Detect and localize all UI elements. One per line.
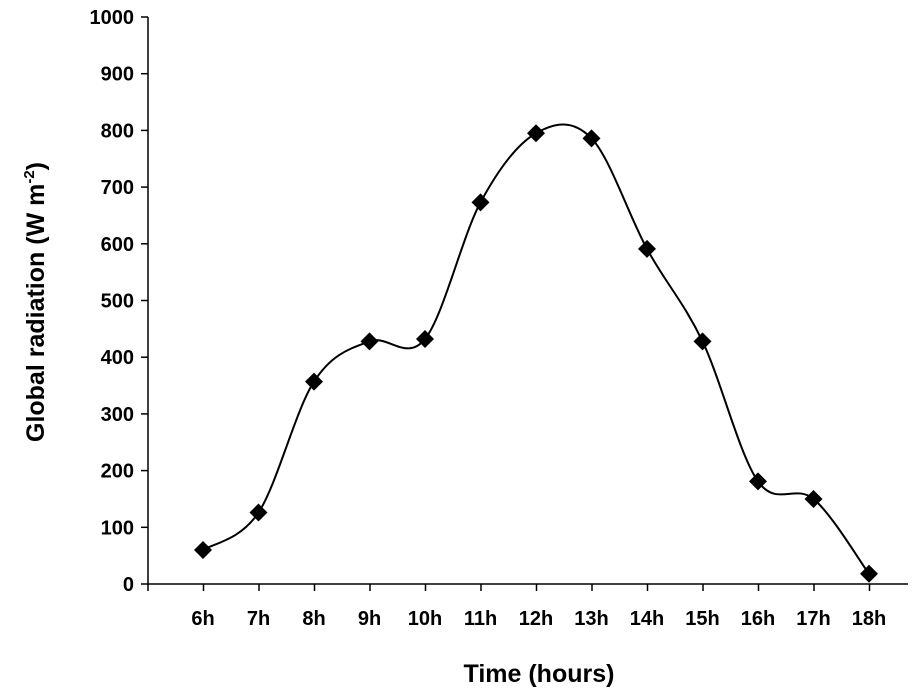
data-point-marker (249, 503, 268, 522)
y-tick-label: 600 (101, 234, 134, 256)
y-tick-label: 900 (101, 64, 134, 86)
series-markers (194, 124, 878, 583)
y-axis-title: Global radiation (W m-2) (21, 162, 50, 442)
data-point-marker (471, 193, 490, 212)
x-tick-label: 16h (741, 608, 775, 630)
y-axis-ticks: 0 100 200 300 400 500 600 700 800 900 1000 (90, 7, 148, 596)
y-tick-label: 100 (101, 517, 134, 539)
data-point-marker (693, 332, 712, 351)
data-point-marker (305, 372, 323, 391)
y-tick-label: 1000 (90, 7, 135, 29)
x-tick-label: 9h (358, 608, 381, 630)
x-tick-label: 13h (574, 608, 608, 630)
x-tick-label: 10h (408, 608, 442, 630)
y-tick-label: 400 (101, 347, 134, 369)
x-tick-label: 14h (630, 608, 664, 630)
x-axis-ticks: 6h 7h 8h 9h 10h 11h 12h 13h 14h 15h 16h 17h 18h (147, 584, 886, 630)
x-tick-label: 7h (247, 608, 270, 630)
y-tick-label: 800 (101, 120, 134, 142)
x-tick-label: 12h (519, 608, 553, 630)
y-tick-label: 300 (101, 404, 134, 426)
y-axis-title-main: Global radiation (W m (22, 184, 50, 442)
data-point-marker (194, 540, 212, 559)
x-tick-label: 17h (796, 608, 830, 630)
y-axis-title-close: ) (22, 162, 50, 170)
data-point-marker (860, 564, 878, 583)
y-axis-title-superscript: -2 (21, 170, 38, 183)
y-tick-label: 700 (101, 177, 134, 199)
data-point-marker (527, 124, 545, 143)
data-point-marker (360, 332, 379, 351)
x-tick-label: 11h (464, 608, 497, 630)
x-tick-label: 18h (852, 608, 886, 630)
y-tick-label: 200 (101, 461, 134, 483)
x-tick-label: 6h (191, 608, 214, 630)
data-point-marker (804, 489, 823, 508)
x-axis-title: Time (hours) (464, 660, 615, 688)
y-tick-label: 500 (101, 291, 134, 313)
data-point-marker (749, 472, 767, 491)
x-tick-label: 15h (685, 608, 719, 630)
data-point-marker (638, 239, 656, 258)
y-tick-label: 0 (123, 574, 134, 596)
data-point-marker (416, 330, 434, 349)
series-line (202, 123, 870, 575)
data-point-marker (582, 129, 601, 148)
x-tick-label: 8h (302, 608, 325, 630)
